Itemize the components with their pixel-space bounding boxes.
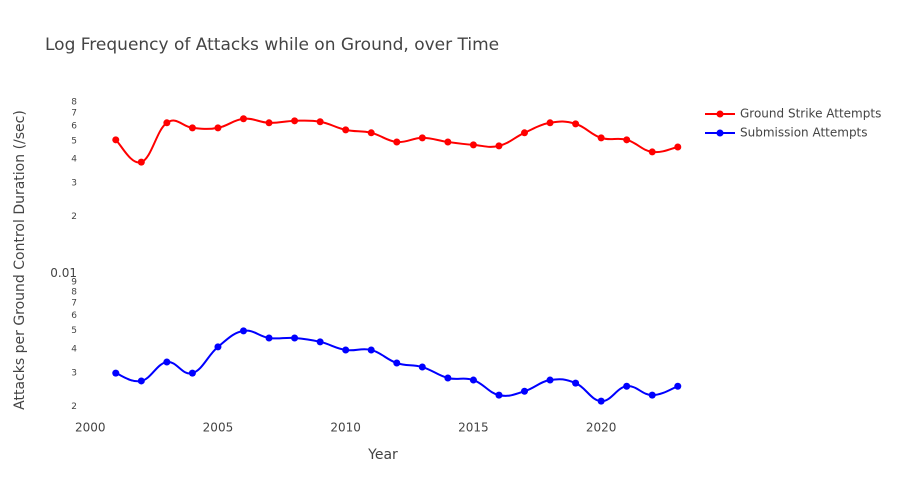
data-point (188, 369, 196, 377)
data-point (521, 387, 529, 395)
y-tick-label: 2 (71, 212, 77, 222)
data-point (239, 115, 247, 123)
x-tick-label: 2020 (586, 421, 617, 435)
y-tick-label: 4 (71, 155, 77, 165)
data-point (367, 346, 375, 354)
y-tick-label: 5 (71, 326, 77, 336)
data-point (137, 158, 145, 166)
legend-marker (716, 129, 724, 137)
y-tick-label: 6 (71, 311, 77, 321)
data-point (291, 117, 299, 125)
y-tick-label: 0.01 (50, 266, 77, 280)
y-tick-label: 3 (71, 368, 77, 378)
data-point (469, 141, 477, 149)
data-point (597, 397, 605, 405)
y-tick-label: 7 (71, 298, 77, 308)
x-tick-label: 2005 (203, 421, 234, 435)
x-tick-label: 2000 (75, 421, 106, 435)
data-point (163, 119, 171, 127)
data-point (648, 148, 656, 156)
data-point (342, 126, 350, 134)
data-point (137, 377, 145, 385)
data-point (495, 142, 503, 150)
data-point (572, 120, 580, 128)
data-point (214, 124, 222, 132)
data-point (495, 391, 503, 399)
data-point (623, 382, 631, 390)
data-point (469, 376, 477, 384)
data-point (674, 382, 682, 390)
data-point (418, 363, 426, 371)
data-point (265, 119, 273, 127)
y-tick-label: 3 (71, 178, 77, 188)
data-point (112, 369, 120, 377)
data-point (393, 138, 401, 146)
y-tick-label: 8 (71, 287, 77, 297)
legend-marker (716, 110, 724, 118)
data-point (188, 124, 196, 132)
x-axis-title: Year (367, 447, 398, 463)
data-point (112, 136, 120, 144)
data-point (546, 376, 554, 384)
data-point (163, 358, 171, 366)
x-tick-label: 2010 (330, 421, 361, 435)
y-tick-label: 9 (71, 278, 77, 288)
y-tick-label: 8 (71, 98, 77, 108)
data-point (265, 334, 273, 342)
data-point (572, 379, 580, 387)
data-point (418, 134, 426, 142)
data-point (546, 119, 554, 127)
legend-label: Ground Strike Attempts (740, 107, 881, 121)
data-point (214, 343, 222, 351)
data-point (239, 327, 247, 335)
data-point (674, 143, 682, 151)
data-point (444, 138, 452, 146)
data-point (597, 134, 605, 142)
y-tick-label: 5 (71, 136, 77, 146)
data-point (444, 374, 452, 382)
y-axis-title: Attacks per Ground Control Duration (/se… (12, 110, 28, 410)
data-point (521, 129, 529, 137)
data-point (342, 346, 350, 354)
y-tick-label: 2 (71, 402, 77, 412)
data-point (316, 338, 324, 346)
data-point (316, 118, 324, 126)
legend-label: Submission Attempts (740, 126, 868, 140)
chart-title: Log Frequency of Attacks while on Ground… (45, 35, 499, 55)
data-point (393, 359, 401, 367)
y-tick-label: 4 (71, 345, 77, 355)
data-point (648, 391, 656, 399)
y-tick-label: 7 (71, 109, 77, 119)
y-tick-label: 6 (71, 121, 77, 131)
x-tick-label: 2015 (458, 421, 489, 435)
data-point (623, 136, 631, 144)
data-point (367, 129, 375, 137)
data-point (291, 334, 299, 342)
